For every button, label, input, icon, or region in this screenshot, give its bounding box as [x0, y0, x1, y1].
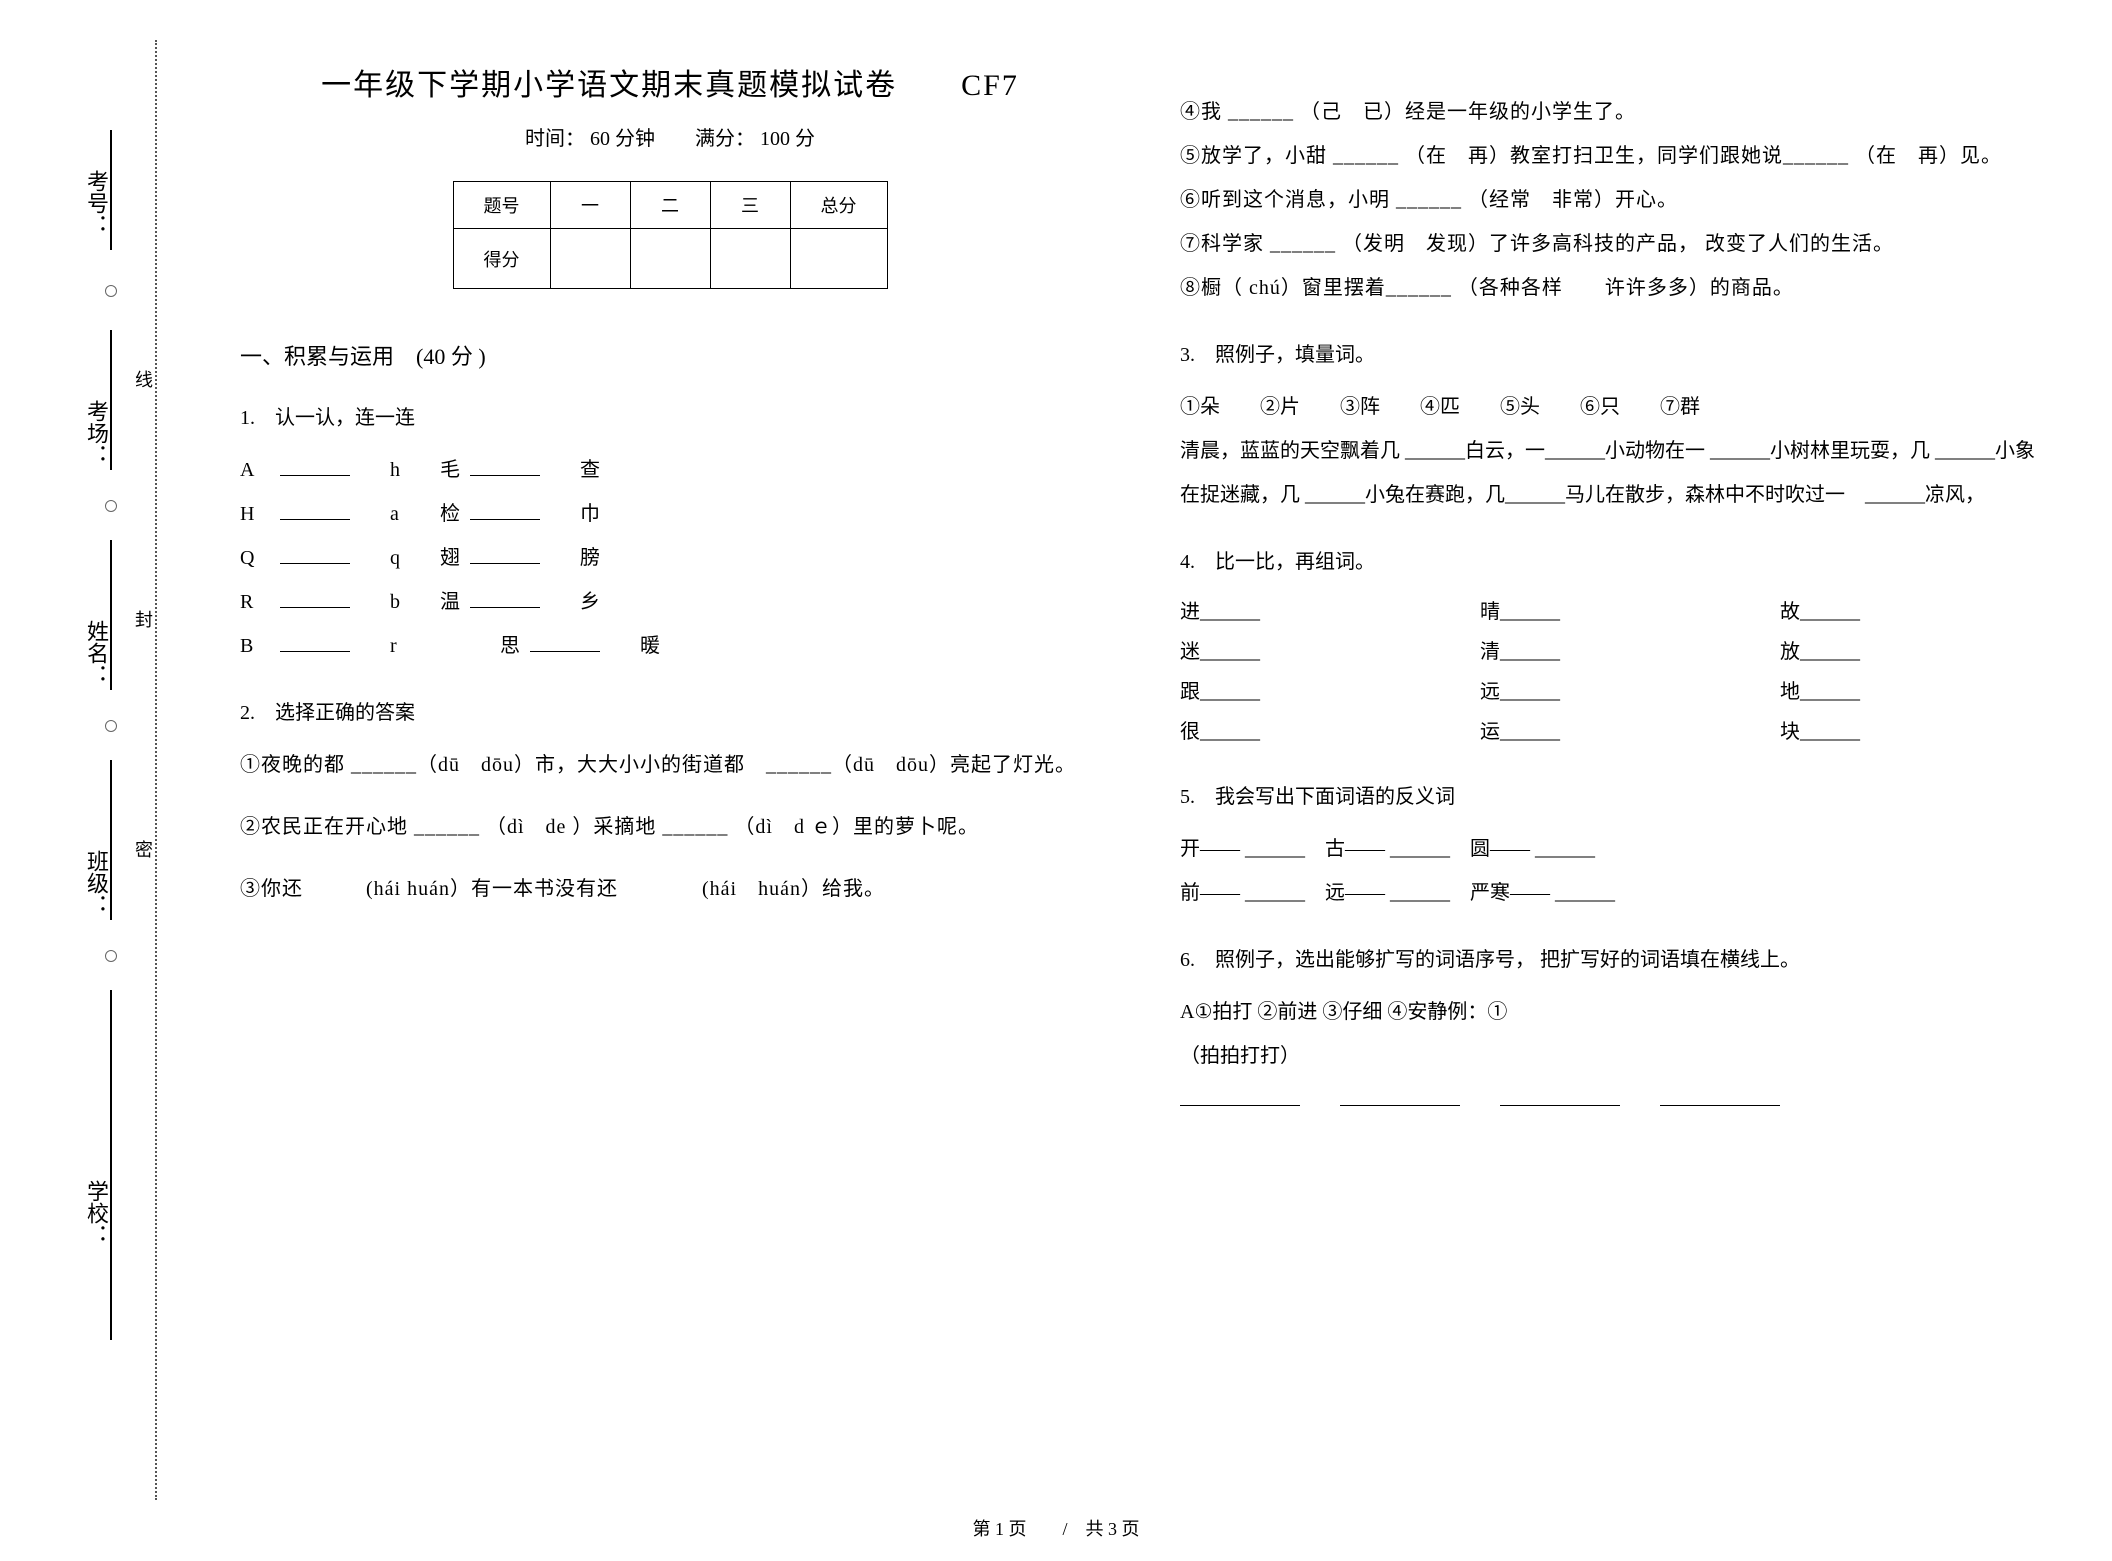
q3-options: ①朵 ②片 ③阵 ④匹 ⑤头 ⑥只 ⑦群 — [1180, 385, 2040, 429]
q5-line: 开—— ______ 古—— ______ 圆—— ______ — [1180, 827, 2040, 871]
exam-title: 一年级下学期小学语文期末真题模拟试卷 CF7 — [240, 60, 1100, 104]
left-column: 一年级下学期小学语文期末真题模拟试卷 CF7 时间： 60 分钟 满分： 100… — [200, 40, 1140, 1480]
q2-item: ⑥听到这个消息，小明 ______ （经常 非常）开心。 — [1180, 178, 2040, 222]
q1-row: B r 思 暖 — [240, 624, 1100, 668]
score-label-cell: 得分 — [453, 229, 550, 289]
q3-text: 清晨，蓝蓝的天空飘着几 ______白云，一______小动物在一 ______… — [1180, 429, 2040, 517]
score-header-cell: 题号 — [453, 182, 550, 229]
vert-marker-feng: 封 — [130, 610, 156, 628]
binding-circle — [105, 500, 117, 512]
q6-body: A①拍打 ②前进 ③仔细 ④安静例：① （拍拍打打） — [1180, 990, 2040, 1122]
score-table: 题号 一 二 三 总分 得分 — [453, 181, 888, 289]
score-cell[interactable] — [790, 229, 887, 289]
binding-label-room: 考场： — [80, 400, 112, 466]
q3-title: 3. 照例子，填量词。 — [1180, 338, 2040, 367]
q5-title: 5. 我会写出下面词语的反义词 — [1180, 780, 2040, 809]
exam-subtitle: 时间： 60 分钟 满分： 100 分 — [240, 122, 1100, 151]
binding-line — [110, 760, 112, 920]
score-header-cell: 总分 — [790, 182, 887, 229]
score-header-cell: 三 — [710, 182, 790, 229]
q5-body: 开—— ______ 古—— ______ 圆—— ______ 前—— ___… — [1180, 827, 2040, 915]
vert-marker-mi: 密 — [130, 840, 156, 858]
q2-body-right: ④我 ______ （己 已）经是一年级的小学生了。 ⑤放学了，小甜 _____… — [1180, 90, 2040, 310]
q4-cell: 块______ — [1780, 712, 2040, 752]
score-header-row: 题号 一 二 三 总分 — [453, 182, 887, 229]
q4-cell: 地______ — [1780, 672, 2040, 712]
binding-strip: 考号： 考场： 姓名： 班级： 学校： — [50, 0, 170, 1500]
q4-cell: 进______ — [1180, 592, 1440, 632]
page-footer: 第 1 页 / 共 3 页 — [0, 1515, 2112, 1541]
binding-line — [110, 130, 112, 250]
q5-line: 前—— ______ 远—— ______ 严寒—— ______ — [1180, 871, 2040, 915]
q4-grid: 进______ 晴______ 故______ 迷______ 清______ 放____… — [1180, 592, 2040, 752]
q4-cell: 清______ — [1480, 632, 1740, 672]
score-cell[interactable] — [550, 229, 630, 289]
binding-label-class: 班级： — [80, 850, 112, 916]
binding-label-name: 姓名： — [80, 620, 112, 686]
score-cell[interactable] — [630, 229, 710, 289]
q4-cell: 很______ — [1180, 712, 1440, 752]
q2-title: 2. 选择正确的答案 — [240, 696, 1100, 725]
binding-label-exam-id: 考号： — [80, 170, 112, 236]
score-header-cell: 二 — [630, 182, 710, 229]
binding-line — [110, 990, 112, 1340]
q2-body-left: ①夜晚的都 ______（dū dōu）市，大大小小的街道都 ______（dū… — [240, 743, 1100, 911]
q2-item: ②农民正在开心地 ______ （dì de ）采摘地 ______ （dì d… — [240, 805, 1100, 849]
binding-line — [110, 540, 112, 690]
section-1-title: 一、积累与运用 (40 分 ) — [240, 339, 1100, 371]
vert-marker-xian: 线 — [130, 370, 156, 388]
q2-item: ⑤放学了，小甜 ______ （在 再）教室打扫卫生，同学们跟她说______ … — [1180, 134, 2040, 178]
q2-item: ⑦科学家 ______ （发明 发现）了许多高科技的产品， 改变了人们的生活。 — [1180, 222, 2040, 266]
binding-line — [110, 330, 112, 470]
q4-cell: 迷______ — [1180, 632, 1440, 672]
q6-options: A①拍打 ②前进 ③仔细 ④安静例：① — [1180, 990, 2040, 1034]
q2-item: ⑧橱（ chú）窗里摆着______ （各种各样 许许多多）的商品。 — [1180, 266, 2040, 310]
q4-cell: 运______ — [1480, 712, 1740, 752]
q1-row: Q q 翅 膀 — [240, 536, 1100, 580]
q4-cell: 晴______ — [1480, 592, 1740, 632]
right-column: ④我 ______ （己 已）经是一年级的小学生了。 ⑤放学了，小甜 _____… — [1140, 40, 2080, 1480]
q2-item: ④我 ______ （己 已）经是一年级的小学生了。 — [1180, 90, 2040, 134]
q1-row: A h 毛 查 — [240, 448, 1100, 492]
q6-example: （拍拍打打） — [1180, 1034, 2040, 1078]
q2-item: ③你还 (hái huán）有一本书没有还 (hái huán）给我。 — [240, 867, 1100, 911]
q4-cell: 故______ — [1780, 592, 2040, 632]
q1-row: H a 检 巾 — [240, 492, 1100, 536]
score-value-row: 得分 — [453, 229, 887, 289]
q1-row: R b 温 乡 — [240, 580, 1100, 624]
score-header-cell: 一 — [550, 182, 630, 229]
cut-line — [155, 40, 157, 1500]
q3-body: ①朵 ②片 ③阵 ④匹 ⑤头 ⑥只 ⑦群 清晨，蓝蓝的天空飘着几 ______白… — [1180, 385, 2040, 517]
binding-circle — [105, 950, 117, 962]
q4-title: 4. 比一比，再组词。 — [1180, 545, 2040, 574]
q2-item: ①夜晚的都 ______（dū dōu）市，大大小小的街道都 ______（dū… — [240, 743, 1100, 787]
q1-body: A h 毛 查H a 检 巾Q q 翅 膀R b 温 乡B r 思 暖 — [240, 448, 1100, 668]
q1-title: 1. 认一认，连一连 — [240, 401, 1100, 430]
q4-cell: 跟______ — [1180, 672, 1440, 712]
binding-circle — [105, 285, 117, 297]
q6-title: 6. 照例子，选出能够扩写的词语序号， 把扩写好的词语填在横线上。 — [1180, 943, 2040, 972]
binding-circle — [105, 720, 117, 732]
score-cell[interactable] — [710, 229, 790, 289]
page-content: 一年级下学期小学语文期末真题模拟试卷 CF7 时间： 60 分钟 满分： 100… — [200, 40, 2080, 1480]
q6-answer-lines[interactable] — [1180, 1078, 2040, 1122]
binding-label-school: 学校： — [80, 1180, 112, 1246]
q4-cell: 远______ — [1480, 672, 1740, 712]
q4-cell: 放______ — [1780, 632, 2040, 672]
